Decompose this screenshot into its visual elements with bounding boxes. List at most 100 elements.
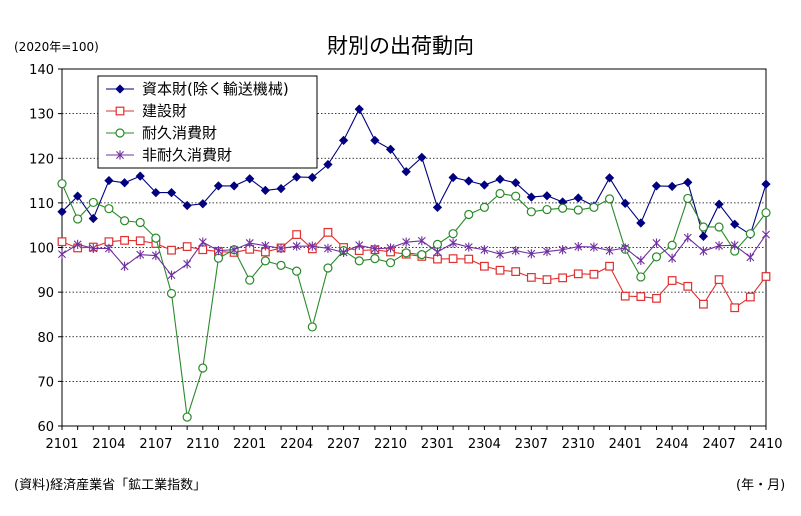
- data-point: [448, 172, 458, 183]
- legend-marker: [115, 84, 125, 94]
- data-point: [323, 159, 333, 170]
- data-point: [604, 173, 615, 183]
- data-point: [542, 204, 552, 215]
- x-tick-label: 2204: [280, 437, 313, 452]
- data-point: [604, 194, 615, 204]
- data-point: [495, 188, 505, 199]
- legend-item: 耐久消費財: [106, 124, 217, 142]
- data-point: [229, 181, 239, 191]
- data-point: [495, 265, 505, 275]
- data-point: [714, 222, 724, 232]
- data-point: [120, 235, 129, 245]
- series-line: [61, 107, 767, 238]
- data-point: [621, 243, 630, 253]
- data-point: [277, 243, 286, 253]
- x-tick-label: 2304: [468, 437, 501, 452]
- data-point: [417, 250, 427, 260]
- data-point: [746, 252, 755, 262]
- data-point: [167, 245, 176, 255]
- series-layer: [57, 104, 771, 422]
- data-point: [292, 241, 301, 251]
- data-point: [370, 244, 379, 254]
- data-point: [417, 236, 426, 246]
- data-point: [652, 293, 661, 303]
- data-point: [166, 187, 177, 198]
- data-point: [667, 181, 677, 191]
- y-tick-label: 110: [29, 197, 54, 212]
- data-point: [464, 209, 474, 220]
- data-point: [120, 261, 129, 271]
- data-point: [651, 252, 662, 262]
- data-point: [730, 240, 739, 250]
- data-point: [573, 205, 583, 215]
- data-point: [323, 227, 333, 237]
- data-point: [402, 237, 411, 247]
- data-point: [401, 248, 411, 258]
- data-point: [480, 245, 489, 255]
- y-tick-label: 100: [29, 242, 54, 257]
- x-unit-label: (年・月): [736, 478, 786, 493]
- y-tick-label: 140: [29, 63, 54, 78]
- data-point: [667, 276, 677, 285]
- data-point: [605, 261, 614, 271]
- y-tick-label: 90: [37, 286, 54, 301]
- legend-item: 建設財: [106, 102, 187, 120]
- data-point: [495, 174, 505, 184]
- data-point: [761, 208, 771, 218]
- data-point: [449, 238, 458, 248]
- x-tick-label: 2410: [749, 437, 782, 452]
- unit-label: (2020年=100): [14, 40, 99, 54]
- data-point: [636, 255, 645, 266]
- legend-label: 資本財(除く輸送機械): [142, 80, 289, 98]
- data-point: [511, 267, 521, 276]
- data-point: [136, 250, 145, 260]
- data-point: [307, 172, 317, 183]
- data-point: [464, 176, 474, 186]
- data-point: [683, 193, 693, 204]
- data-point: [354, 256, 364, 266]
- x-tick-label: 2104: [92, 437, 125, 452]
- data-point: [432, 202, 443, 212]
- data-point: [558, 273, 568, 283]
- legend-item: 非耐久消費財: [106, 146, 232, 164]
- source-note: (資料)経済産業省「鉱工業指数」: [14, 478, 207, 493]
- data-point: [573, 193, 583, 203]
- data-point: [511, 178, 521, 188]
- data-point: [89, 243, 98, 253]
- x-tick-label: 2210: [374, 437, 407, 452]
- x-tick-label: 2107: [139, 437, 172, 452]
- x-axis: 2101 2104 2107 2110 2201 2204 2207 2210 2301 2304…: [45, 426, 783, 452]
- x-tick-label: 2301: [421, 437, 454, 452]
- y-tick-label: 120: [29, 152, 54, 167]
- x-tick-label: 2310: [562, 437, 595, 452]
- data-point: [339, 247, 348, 258]
- data-point: [526, 192, 536, 202]
- data-point: [260, 256, 270, 266]
- data-point: [558, 245, 567, 255]
- series-1: [57, 104, 771, 241]
- data-point: [307, 322, 317, 332]
- data-point: [292, 230, 302, 239]
- data-point: [151, 250, 160, 261]
- data-point: [355, 240, 364, 250]
- data-point: [480, 261, 489, 271]
- series-line: [61, 183, 767, 418]
- data-point: [511, 246, 520, 256]
- series-line: [61, 234, 767, 276]
- data-point: [183, 259, 192, 269]
- data-point: [401, 167, 411, 177]
- data-point: [119, 216, 130, 226]
- data-point: [182, 200, 192, 211]
- data-point: [135, 217, 145, 228]
- data-point: [198, 363, 208, 373]
- data-point: [652, 238, 661, 248]
- data-point: [245, 275, 255, 285]
- data-point: [370, 254, 380, 264]
- data-point: [589, 242, 598, 252]
- data-point: [260, 185, 271, 196]
- data-point: [683, 177, 693, 187]
- data-point: [620, 198, 630, 208]
- data-point: [135, 171, 145, 181]
- data-point: [432, 239, 443, 249]
- data-point: [213, 253, 224, 263]
